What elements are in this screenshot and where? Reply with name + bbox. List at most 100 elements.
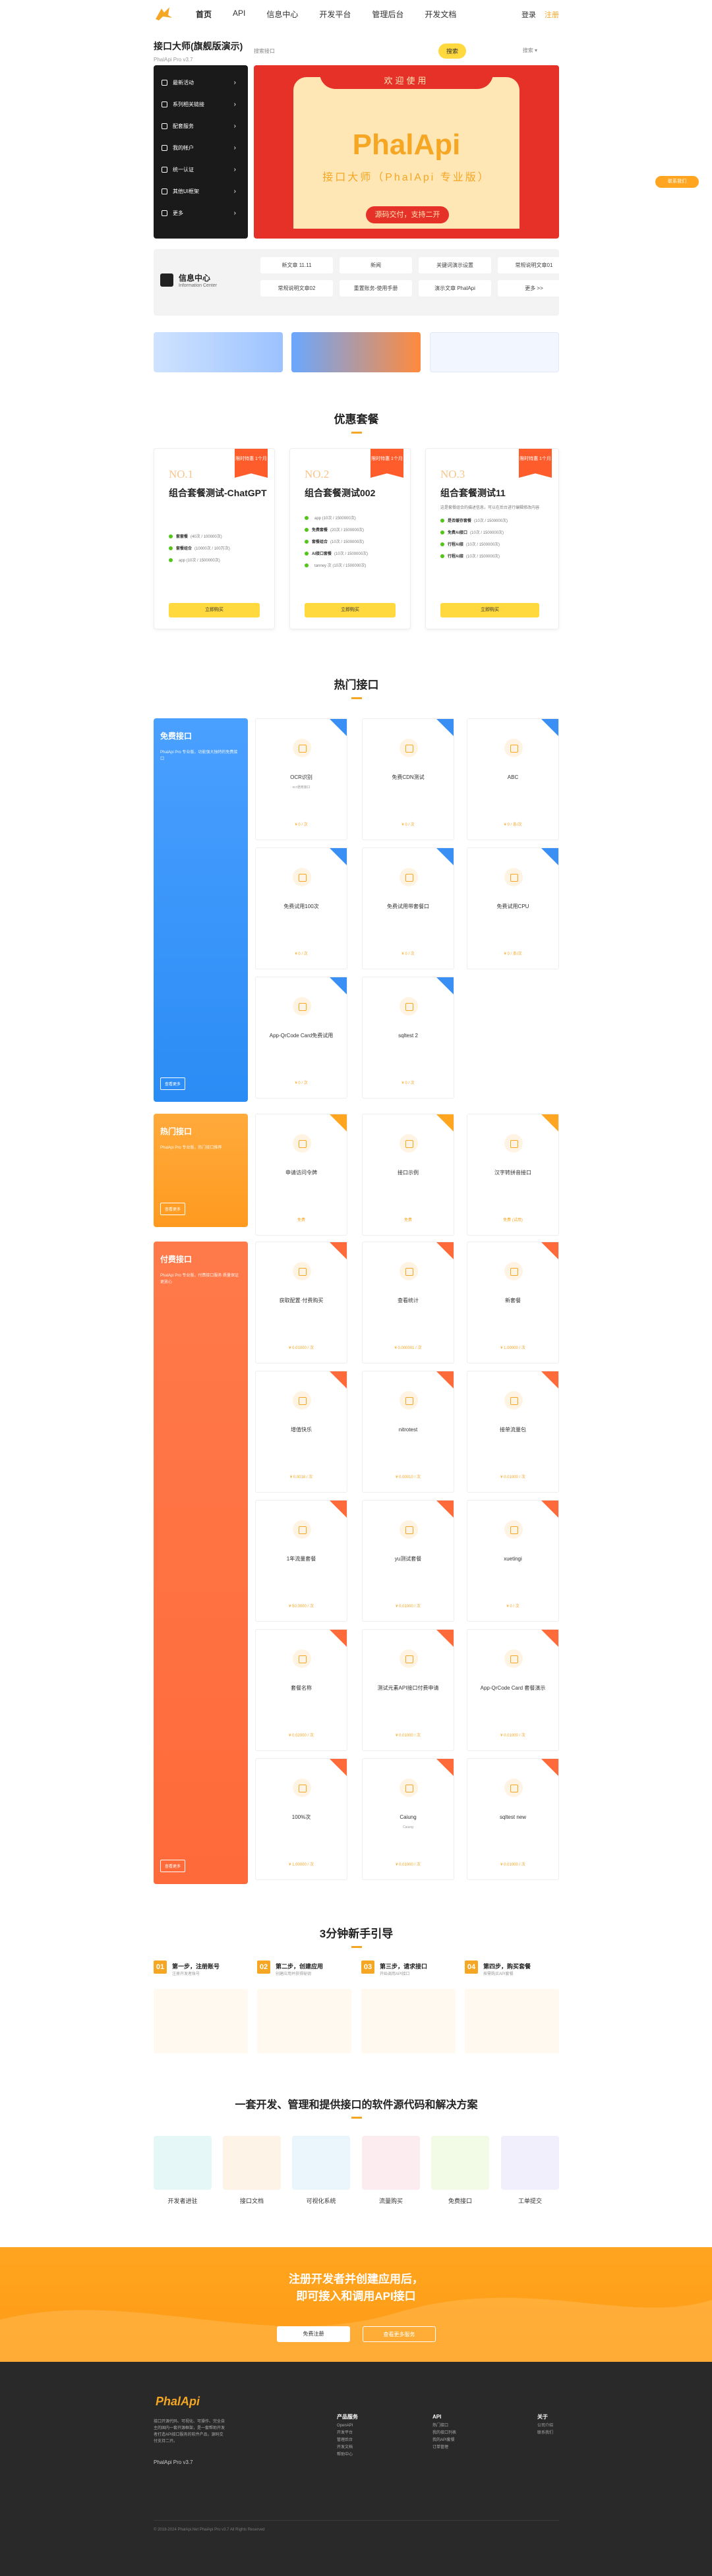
left-menu-item[interactable]: 配套服务 › [154, 115, 248, 137]
api-icon [400, 868, 418, 886]
nav-docs[interactable]: 开发文档 [425, 9, 457, 19]
info-link[interactable]: 常规说明文章01 [498, 257, 570, 273]
tool-item[interactable]: 开发者进驻 [154, 2136, 212, 2205]
api-card[interactable]: 免费试用CPU ¥ 0 / 条/次 [467, 847, 559, 969]
tool-item[interactable]: 接口文档 [223, 2136, 281, 2205]
api-card[interactable]: nitrotest ¥ 0.00010 / 次 [362, 1371, 454, 1493]
info-link[interactable]: 常规说明文章02 [260, 280, 333, 297]
api-card[interactable]: 1年流量套餐 ¥ 50.0000 / 次 [255, 1500, 347, 1622]
api-card[interactable]: 免费试用带套餐口 ¥ 0 / 次 [362, 847, 454, 969]
search-input[interactable]: 搜索接口 [254, 47, 275, 54]
tool-item[interactable]: 流量购买 [362, 2136, 420, 2205]
api-card[interactable]: 获取配置·付费购买 ¥ 0.01000 / 次 [255, 1242, 347, 1363]
api-card[interactable]: yu测试套餐 ¥ 0.01000 / 次 [362, 1500, 454, 1622]
chevron-right-icon: › [233, 79, 236, 86]
api-card[interactable]: 测试元素API接口付费申请 ¥ 0.01000 / 次 [362, 1629, 454, 1751]
footer-link[interactable]: 开发文档 [337, 2446, 353, 2449]
api-card[interactable]: 增值快乐 ¥ 0.0018 / 次 [255, 1371, 347, 1493]
api-icon [400, 1520, 418, 1539]
left-menu-item[interactable]: 更多 › [154, 202, 248, 224]
api-card[interactable]: App-QrCode Card 套餐演示 ¥ 0.01000 / 次 [467, 1629, 559, 1751]
promo-banner-1[interactable] [154, 332, 283, 372]
nav-dev[interactable]: 开发平台 [319, 9, 351, 19]
info-link[interactable]: 新文章 11.11 [260, 257, 333, 273]
api-price: ¥ 0 / 次 [295, 952, 308, 956]
tool-item[interactable]: 工单提交 [501, 2136, 559, 2205]
api-card[interactable]: OCR识别 ocr通用接口 ¥ 0 / 次 [255, 718, 347, 840]
api-name: 汉字转拼音接口 [494, 1170, 531, 1176]
contact-float-button[interactable]: 联系我们 [655, 176, 699, 188]
left-menu-item[interactable]: 统一认证 › [154, 159, 248, 181]
api-icon [400, 1134, 418, 1153]
buy-button[interactable]: 立即购买 [169, 603, 260, 617]
package-card: 限时特惠 1个月 NO.1 组合套餐测试-ChatGPT 套套餐 (40次 / 1… [154, 448, 275, 629]
footer-link[interactable]: 管理后台 [337, 2438, 353, 2442]
footer-link[interactable]: 我的接口列表 [432, 2431, 457, 2435]
nav-api[interactable]: API [233, 8, 246, 18]
api-card[interactable]: 汉字转拼音接口 免费 (试用) [467, 1114, 559, 1236]
api-icon [400, 1649, 418, 1668]
login-link[interactable]: 登录 [521, 11, 536, 19]
api-card[interactable]: Caiung Caiung ¥ 0.01000 / 次 [362, 1758, 454, 1880]
info-link[interactable]: 新闻 [340, 257, 412, 273]
left-menu-item[interactable]: 其他UI框架 › [154, 181, 248, 202]
api-icon [504, 1134, 523, 1153]
nav-admin[interactable]: 管理后台 [372, 9, 404, 19]
banner-cta[interactable]: 源码交付，支持二开 [366, 206, 449, 223]
api-icon [293, 997, 311, 1016]
left-menu-item[interactable]: 我的帐户 › [154, 137, 248, 159]
api-name: App-QrCode Card 套餐演示 [480, 1685, 546, 1691]
api-card[interactable]: 申请访问令牌 免费 [255, 1114, 347, 1236]
info-link[interactable]: 关键词演示设置 [419, 257, 491, 273]
nav-info[interactable]: 信息中心 [266, 9, 299, 19]
api-card[interactable]: xuetingi ¥ 0 / 次 [467, 1500, 559, 1622]
api-card[interactable]: sqltest new ¥ 0.01000 / 次 [467, 1758, 559, 1880]
more-services-button[interactable]: 查看更多服务 [363, 2326, 436, 2342]
footer-link[interactable]: 联系我们 [537, 2431, 554, 2435]
buy-button[interactable]: 立即购买 [440, 603, 539, 617]
footer-logo[interactable]: PhalApi [156, 2395, 200, 2408]
footer-link[interactable]: 热门接口 [432, 2424, 449, 2428]
api-card[interactable]: 查看统计 ¥ 0.000001 / 次 [362, 1242, 454, 1363]
hero-banner[interactable]: PhalApi 接口大师（PhalApi 专业版） 源码交付，支持二开 欢迎使用 [254, 65, 559, 239]
left-menu-item[interactable]: 系列相关链接 › [154, 94, 248, 115]
footer-link[interactable]: 帮助中心 [337, 2453, 353, 2457]
api-card[interactable]: ABC ¥ 0 / 条/次 [467, 718, 559, 840]
api-icon [293, 1649, 311, 1668]
register-button[interactable]: 免费注册 [277, 2326, 350, 2342]
logo-icon[interactable] [154, 6, 173, 22]
api-card[interactable]: App-QrCode Card免费试用 ¥ 0 / 次 [255, 977, 347, 1099]
tool-item[interactable]: 免费接口 [431, 2136, 489, 2205]
search-button[interactable]: 搜索 [438, 43, 466, 59]
api-card[interactable]: 接口示例 免费 [362, 1114, 454, 1236]
info-link[interactable]: 更多 >> [498, 280, 570, 297]
api-card[interactable]: 新套餐 ¥ 1.00000 / 次 [467, 1242, 559, 1363]
footer-link[interactable]: 订单管理 [432, 2446, 449, 2449]
nav-home[interactable]: 首页 [196, 9, 212, 19]
info-link[interactable]: 重置账务-使用手册 [340, 280, 412, 297]
footer-link[interactable]: 公司介绍 [537, 2424, 554, 2428]
register-link[interactable]: 注册 [545, 11, 559, 19]
promo-banner-3[interactable] [430, 332, 559, 372]
footer-link[interactable]: 我的API套餐 [432, 2438, 455, 2442]
tool-item[interactable]: 可视化系统 [292, 2136, 350, 2205]
api-card[interactable]: 100%次 ¥ 1.00000 / 次 [255, 1758, 347, 1880]
api-card[interactable]: 免费试用100次 ¥ 0 / 次 [255, 847, 347, 969]
more-button[interactable]: 查看更多 [160, 1860, 186, 1872]
promo-banner-2[interactable] [291, 332, 421, 372]
more-button[interactable]: 查看更多 [160, 1203, 186, 1215]
corner-badge [541, 848, 558, 865]
footer-link[interactable]: OpenAPI [337, 2424, 353, 2428]
api-card[interactable]: 免费CDN测试 ¥ 0 / 次 [362, 718, 454, 840]
steps-title: 3分钟新手引导 [154, 1924, 559, 1948]
api-card[interactable]: 套餐名称 ¥ 0.02000 / 次 [255, 1629, 347, 1751]
info-link[interactable]: 演示文章 PhalApi [419, 280, 491, 297]
more-button[interactable]: 查看更多 [160, 1077, 186, 1090]
menu-icon [162, 188, 167, 194]
buy-button[interactable]: 立即购买 [305, 603, 396, 617]
api-card[interactable]: sqltest 2 ¥ 0 / 次 [362, 977, 454, 1099]
left-menu-item[interactable]: 最新活动 › [154, 72, 248, 94]
search-more-dropdown[interactable]: 搜索 ▾ [522, 47, 537, 53]
footer-link[interactable]: 开发平台 [337, 2431, 353, 2435]
api-card[interactable]: 接单流量包 ¥ 0.01000 / 次 [467, 1371, 559, 1493]
